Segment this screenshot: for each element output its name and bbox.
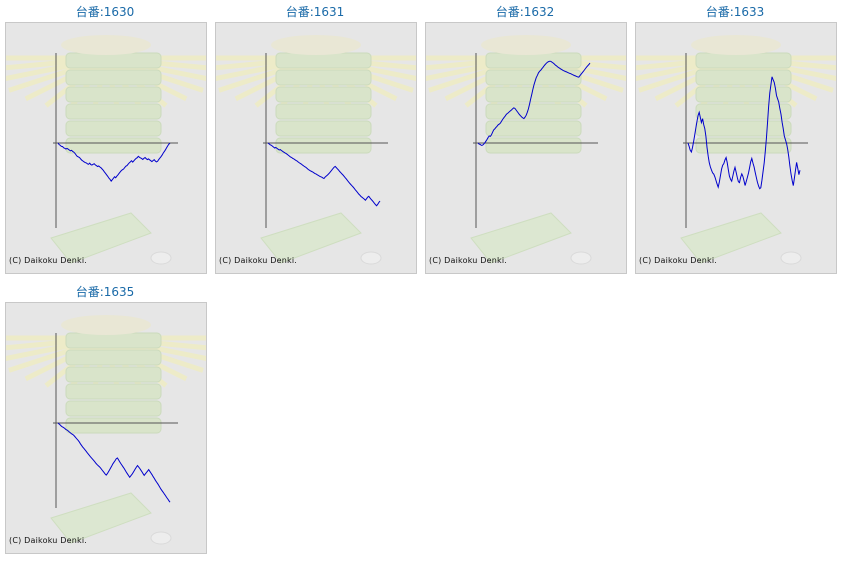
slump-graph[interactable]: (C) Daikoku Denki. <box>215 22 417 274</box>
slump-graph[interactable]: (C) Daikoku Denki. <box>425 22 627 274</box>
machine-card: 台番:1630 (C) Daikoku Denki. <box>0 0 210 280</box>
copyright-text: (C) Daikoku Denki. <box>429 256 508 265</box>
background-artwork <box>6 35 206 265</box>
machine-number-link[interactable]: 台番:1630 <box>75 5 135 19</box>
slump-graph[interactable]: (C) Daikoku Denki. <box>635 22 837 274</box>
machine-card: 台番:1635 (C) Daikoku Denki. <box>0 280 210 560</box>
background-artwork <box>6 315 206 545</box>
slump-graph-canvas <box>6 35 206 265</box>
slump-line <box>57 142 171 182</box>
slump-graph-canvas <box>636 35 836 265</box>
machine-card: 台番:1633 (C) Daikoku Denki. <box>630 0 840 280</box>
slump-graph-canvas <box>426 35 626 265</box>
slump-graph[interactable]: (C) Daikoku Denki. <box>5 22 207 274</box>
machine-card: 台番:1632 (C) Daikoku Denki. <box>420 0 630 280</box>
slump-line <box>267 142 381 207</box>
machine-number-link[interactable]: 台番:1632 <box>495 5 555 19</box>
slump-graph-canvas <box>216 35 416 265</box>
machine-number-link[interactable]: 台番:1631 <box>285 5 345 19</box>
copyright-text: (C) Daikoku Denki. <box>639 256 718 265</box>
background-artwork <box>636 35 836 265</box>
copyright-text: (C) Daikoku Denki. <box>9 536 88 545</box>
copyright-text: (C) Daikoku Denki. <box>9 256 88 265</box>
slump-line <box>477 60 591 146</box>
machine-number-link[interactable]: 台番:1635 <box>75 285 135 299</box>
slump-graph[interactable]: (C) Daikoku Denki. <box>5 302 207 554</box>
machine-number-link[interactable]: 台番:1633 <box>705 5 765 19</box>
slump-graph-canvas <box>6 315 206 545</box>
background-artwork <box>426 35 626 265</box>
machine-card: 台番:1631 (C) Daikoku Denki. <box>210 0 420 280</box>
copyright-text: (C) Daikoku Denki. <box>219 256 298 265</box>
slump-line <box>57 422 171 503</box>
slump-line <box>687 76 801 190</box>
background-artwork <box>216 35 416 265</box>
